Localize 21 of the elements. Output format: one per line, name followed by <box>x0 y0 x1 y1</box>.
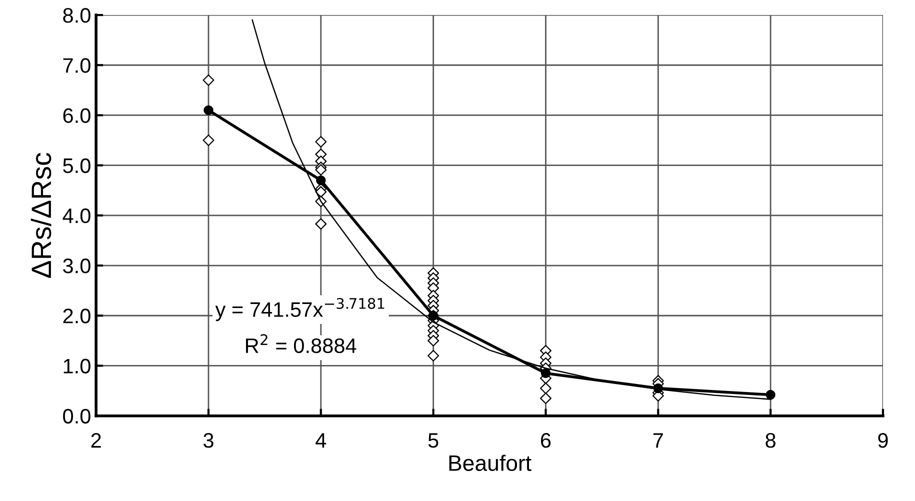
y-tick-label: 0.0 <box>63 408 90 424</box>
y-tick-label: 7.0 <box>63 58 90 73</box>
y-tick-label: 5.0 <box>63 158 90 174</box>
y-tick-label: 4.0 <box>62 208 90 224</box>
annotation: R$^{2}$ = 0.8884 <box>246 334 356 354</box>
x-tick-label: 9 <box>878 433 888 448</box>
x-tick-label: 2 <box>91 433 101 448</box>
x-tick-label: 7 <box>653 433 663 448</box>
x-tick-label: 8 <box>766 433 776 448</box>
y-tick-label: 3.0 <box>63 258 90 274</box>
y-tick-label: 2.0 <box>63 308 90 324</box>
x-tick-label: 4 <box>316 433 326 448</box>
annotation: y = 741.57x$^{−3.7181}$ <box>215 298 384 322</box>
y-tick-label: 1.0 <box>64 358 90 374</box>
x-tick-label: 3 <box>203 433 214 448</box>
y-tick-label: 8.0 <box>63 8 90 23</box>
x-axis-title: Beaufort <box>449 454 532 472</box>
x-tick-label: 6 <box>540 433 551 448</box>
y-axis-title: ΔRs/ΔRsc <box>30 152 52 278</box>
y-tick-label: 6.0 <box>63 108 90 123</box>
x-tick-label: 5 <box>428 433 438 448</box>
